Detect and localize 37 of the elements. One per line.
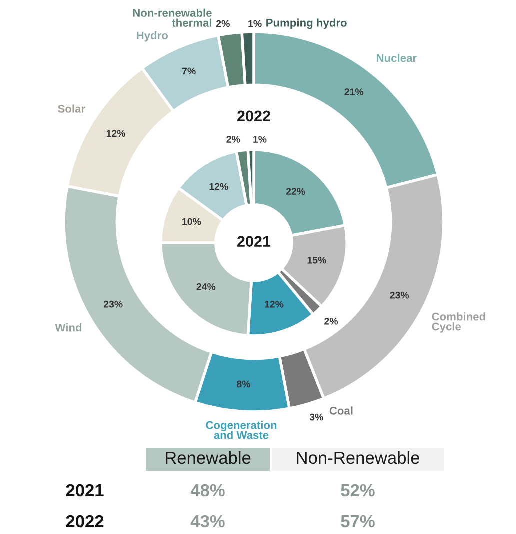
slice-label: Coal	[330, 406, 353, 415]
data-label: 22%	[286, 188, 306, 195]
category-label: Renewable	[166, 451, 251, 464]
slice-label: Pumping hydro	[266, 18, 347, 30]
data-label: 48%	[190, 484, 225, 497]
data-label: 2%	[226, 136, 240, 143]
slice-label: Non-renewable thermal	[133, 8, 212, 27]
data-label: 23%	[390, 292, 410, 299]
data-label: 1%	[254, 136, 267, 143]
slice-label: 2022	[238, 110, 270, 122]
data-label: 24%	[196, 283, 216, 290]
slice-label: Cogeneration and Waste	[206, 421, 277, 440]
data-label: 23%	[104, 300, 123, 308]
slice-label: Solar	[58, 104, 86, 113]
data-label: 10%	[182, 218, 202, 226]
data-label: 2%	[324, 318, 338, 325]
data-label: 7%	[182, 68, 196, 75]
slice-label: Hydro	[137, 31, 168, 42]
data-label: 12%	[210, 183, 228, 190]
data-label: 21%	[344, 88, 364, 96]
data-label: 57%	[341, 515, 375, 528]
data-label: 12%	[265, 300, 284, 308]
data-label: 52%	[341, 484, 375, 497]
slice-label: Nuclear	[377, 54, 417, 62]
data-label: 1%	[248, 20, 262, 28]
data-label: 3%	[310, 414, 324, 421]
data-label: 15%	[308, 256, 326, 264]
text: 2021	[66, 484, 104, 497]
data-label: 43%	[190, 515, 225, 528]
slice-label: 2021	[238, 236, 271, 247]
data-label: 12%	[106, 130, 126, 138]
slice-label: Wind	[55, 324, 82, 332]
category-label: Non-Renewable	[297, 451, 420, 464]
data-label: 2%	[216, 20, 230, 28]
text: 2022	[66, 515, 104, 528]
data-label: 8%	[237, 380, 251, 388]
slice-label: Combined Cycle	[432, 312, 486, 333]
